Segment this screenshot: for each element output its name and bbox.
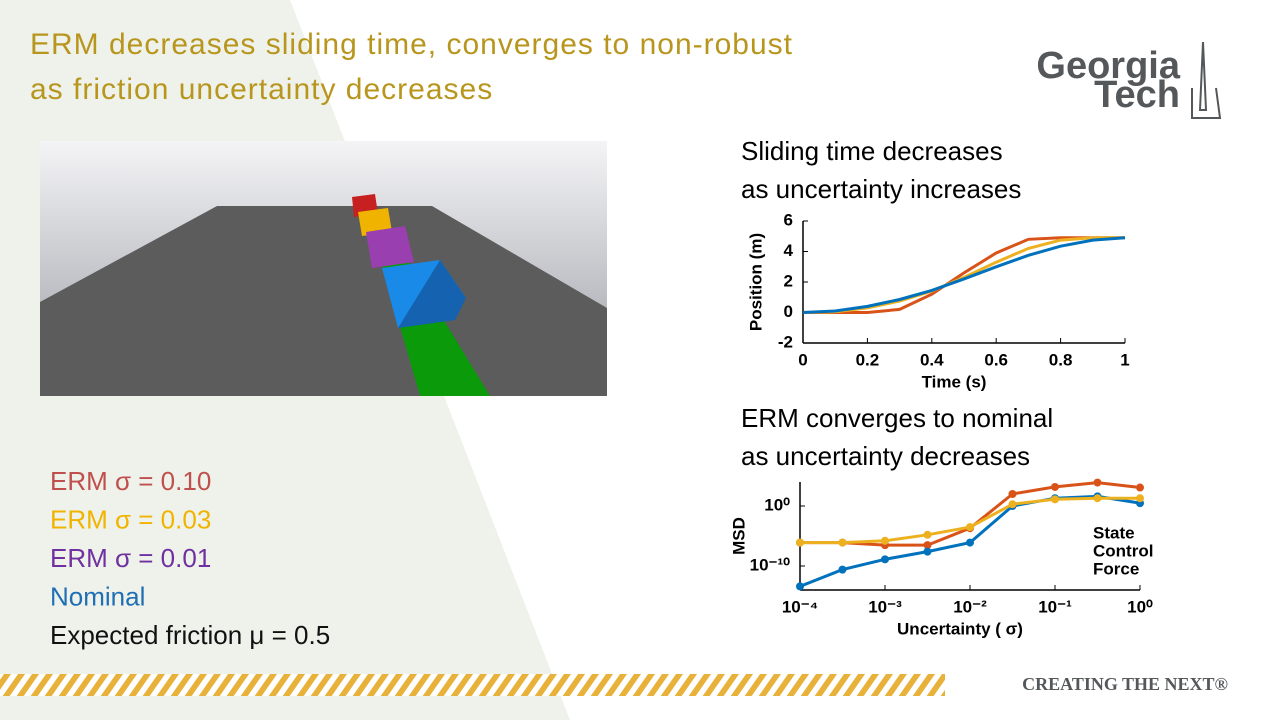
point — [1136, 483, 1144, 492]
point — [881, 536, 889, 545]
x-tick-label: 1 — [1120, 350, 1129, 369]
legend-entry: Expected friction μ = 0.5 — [50, 620, 330, 650]
y-tick-label: 2 — [784, 271, 793, 290]
logo-text: Georgia — [1036, 45, 1180, 87]
point — [923, 547, 932, 556]
x-tick-label: 10⁻¹ — [1038, 597, 1072, 616]
series-line — [800, 481, 1141, 547]
point — [796, 538, 804, 547]
x-tick-label: 10⁻⁴ — [782, 597, 818, 616]
legend-entry: Nominal — [50, 581, 145, 611]
logo-icon — [1191, 41, 1222, 119]
point — [966, 523, 974, 532]
x-tick-label: 0.2 — [856, 350, 880, 369]
point — [796, 582, 804, 591]
x-tick-label: 10⁰ — [1127, 597, 1153, 616]
point — [1051, 495, 1059, 504]
point — [881, 555, 889, 564]
annotation: Control — [1093, 541, 1153, 560]
chart-heading: ERM converges to nominal — [741, 403, 1053, 433]
x-axis-label: Uncertainty ( σ) — [897, 619, 1023, 638]
point — [1093, 478, 1102, 487]
y-tick-label: 10⁻¹⁰ — [750, 555, 791, 574]
series-line — [802, 236, 1125, 314]
simulation-render — [40, 141, 607, 396]
annotation: State — [1093, 523, 1135, 542]
y-tick-label: 0 — [784, 302, 793, 321]
y-tick-label: 6 — [784, 210, 793, 229]
series-line — [803, 236, 1125, 314]
point — [966, 538, 974, 547]
legend-entry: ERM σ = 0.01 — [50, 543, 211, 573]
point — [1051, 482, 1059, 491]
x-tick-label: 0.4 — [920, 350, 944, 369]
title-line: ERM decreases sliding time, converges to… — [30, 28, 793, 61]
x-tick-label: 0.8 — [1049, 350, 1073, 369]
chart-heading: Sliding time decreases — [741, 136, 1003, 166]
footer-text: CREATING THE NEXT® — [1022, 674, 1228, 694]
logo-text: Tech — [1094, 74, 1180, 116]
x-tick-label: 10⁻³ — [868, 597, 902, 616]
point — [923, 530, 932, 539]
point — [1008, 490, 1017, 498]
y-axis-label: Position (m) — [746, 233, 765, 331]
legend-entry: ERM σ = 0.10 — [50, 466, 211, 496]
annotation: Force — [1093, 559, 1139, 578]
x-axis-label: Time (s) — [922, 372, 987, 391]
title-line: as friction uncertainty decreases — [30, 73, 493, 106]
y-axis-label: MSD — [729, 517, 748, 555]
point — [1136, 494, 1144, 503]
point — [923, 541, 932, 550]
series-line — [800, 496, 1140, 545]
x-tick-label: 0.6 — [984, 350, 1008, 369]
y-tick-label: -2 — [778, 332, 793, 351]
y-tick-label: 4 — [784, 241, 794, 260]
x-tick-label: 10⁻² — [953, 597, 987, 616]
point — [838, 538, 847, 547]
point — [838, 565, 847, 574]
chart-heading: as uncertainty decreases — [741, 441, 1030, 471]
footer-stripe — [0, 674, 945, 696]
legend-entry: ERM σ = 0.03 — [50, 504, 211, 534]
chart-heading: as uncertainty increases — [741, 174, 1021, 204]
point — [1008, 500, 1017, 509]
y-tick-label: 10⁰ — [764, 495, 790, 514]
point — [1093, 494, 1102, 503]
series-line — [802, 236, 1126, 314]
x-tick-label: 0 — [798, 350, 807, 369]
